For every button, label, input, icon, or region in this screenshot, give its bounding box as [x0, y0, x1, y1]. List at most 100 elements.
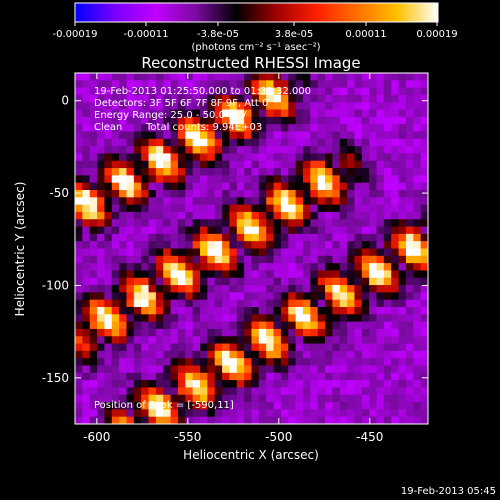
- heatmap-cell: [266, 109, 275, 118]
- heatmap-cell: [141, 372, 150, 381]
- heatmap-cell: [288, 336, 297, 345]
- heatmap-cell: [155, 124, 164, 133]
- heatmap-cell: [148, 131, 157, 140]
- heatmap-cell: [155, 416, 164, 424]
- heatmap-cell: [155, 138, 164, 147]
- heatmap-cell: [347, 416, 356, 424]
- heatmap-cell: [133, 124, 142, 133]
- heatmap-cell: [185, 131, 194, 140]
- heatmap-cell: [229, 219, 238, 228]
- heatmap-cell: [354, 138, 363, 147]
- heatmap-cell: [111, 94, 120, 103]
- heatmap-cell: [155, 307, 164, 315]
- heatmap-cell: [244, 270, 253, 279]
- heatmap-cell: [148, 80, 157, 89]
- heatmap-cell: [258, 328, 267, 337]
- heatmap-cell: [104, 233, 113, 242]
- heatmap-cell: [376, 307, 385, 315]
- heatmap-cell: [133, 255, 142, 264]
- heatmap-cell: [398, 299, 407, 308]
- heatmap-cell: [398, 175, 407, 184]
- heatmap-cell: [251, 285, 260, 293]
- heatmap-cell: [236, 124, 245, 133]
- heatmap-cell: [354, 321, 363, 330]
- heatmap-cell: [332, 175, 341, 184]
- heatmap-cell: [214, 409, 223, 418]
- heatmap-cell: [89, 365, 98, 374]
- heatmap-cell: [347, 138, 356, 147]
- heatmap-cell: [75, 416, 83, 424]
- heatmap-cell: [163, 138, 172, 147]
- heatmap-cell: [207, 321, 216, 330]
- heatmap-cell: [405, 248, 414, 257]
- heatmap-cell: [119, 263, 128, 272]
- heatmap-cell: [244, 160, 253, 169]
- heatmap-cell: [200, 285, 208, 293]
- heatmap-cell: [376, 387, 385, 396]
- heatmap-cell: [192, 402, 201, 410]
- heatmap-cell: [347, 182, 356, 191]
- heatmap-cell: [82, 336, 91, 345]
- heatmap-cell: [200, 160, 208, 169]
- heatmap-cell: [133, 175, 142, 184]
- heatmap-cell: [369, 94, 378, 103]
- heatmap-cell: [288, 380, 297, 389]
- heatmap-cell: [302, 255, 311, 264]
- heatmap-cell: [280, 131, 289, 140]
- heatmap-cell: [163, 380, 172, 389]
- heatmap-cell: [192, 292, 201, 301]
- heatmap-cell: [192, 343, 201, 352]
- heatmap-cell: [244, 131, 253, 140]
- heatmap-cell: [310, 416, 319, 424]
- heatmap-cell: [361, 277, 370, 286]
- heatmap-cell: [383, 226, 392, 235]
- heatmap-cell: [339, 380, 348, 389]
- heatmap-cell: [258, 197, 267, 206]
- heatmap-cell: [82, 102, 91, 111]
- annotation-method: Clean: [94, 122, 122, 133]
- heatmap-cell: [155, 233, 164, 242]
- heatmap-cell: [251, 270, 260, 279]
- heatmap-cell: [266, 263, 275, 272]
- heatmap-cell: [222, 314, 231, 323]
- heatmap-cell: [244, 380, 253, 389]
- heatmap-cell: [280, 402, 289, 410]
- heatmap-cell: [420, 314, 428, 323]
- heatmap-cell: [369, 255, 378, 264]
- heatmap-cell: [200, 241, 208, 250]
- heatmap-cell: [185, 94, 194, 103]
- heatmap-cell: [266, 358, 275, 367]
- heatmap-cell: [155, 241, 164, 250]
- heatmap-cell: [405, 131, 414, 140]
- heatmap-cell: [369, 387, 378, 396]
- heatmap-cell: [361, 270, 370, 279]
- heatmap-cell: [398, 233, 407, 242]
- heatmap-cell: [177, 314, 186, 323]
- heatmap-cell: [273, 197, 282, 206]
- heatmap-cell: [155, 343, 164, 352]
- heatmap-cell: [361, 73, 370, 81]
- heatmap-cell: [258, 241, 267, 250]
- heatmap-cell: [266, 321, 275, 330]
- heatmap-cell: [126, 409, 135, 418]
- heatmap-cell: [214, 380, 223, 389]
- heatmap-cell: [82, 409, 91, 418]
- heatmap-cell: [236, 307, 245, 315]
- heatmap-cell: [222, 211, 231, 220]
- heatmap-cell: [339, 116, 348, 125]
- heatmap-cell: [119, 153, 128, 162]
- heatmap-cell: [244, 138, 253, 147]
- heatmap-cell: [361, 336, 370, 345]
- heatmap-cell: [369, 160, 378, 169]
- heatmap-cell: [405, 138, 414, 147]
- heatmap-cell: [244, 416, 253, 424]
- heatmap-cell: [325, 394, 333, 403]
- heatmap-cell: [82, 160, 91, 169]
- heatmap-cell: [119, 131, 128, 140]
- heatmap-cell: [273, 328, 282, 337]
- heatmap-cell: [75, 190, 83, 198]
- heatmap-cell: [273, 292, 282, 301]
- heatmap-cell: [244, 102, 253, 111]
- heatmap-cell: [405, 380, 414, 389]
- heatmap-cell: [339, 358, 348, 367]
